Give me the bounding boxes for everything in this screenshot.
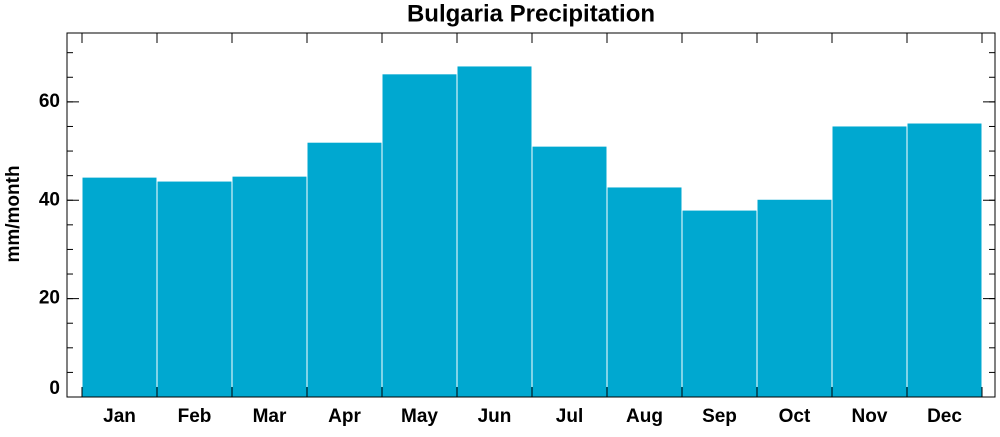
bar xyxy=(756,198,833,398)
x-tick-label: Jan xyxy=(103,406,136,427)
x-tick-label: Dec xyxy=(927,406,962,427)
y-axis-label: mm/month xyxy=(3,165,24,262)
bar xyxy=(906,122,983,398)
x-tick-label: Nov xyxy=(852,406,888,427)
x-tick-label: Aug xyxy=(626,406,663,427)
x-tick-label: Feb xyxy=(178,406,212,427)
x-tick-label: Sep xyxy=(702,406,737,427)
bar xyxy=(606,186,683,398)
bar xyxy=(681,209,758,398)
bar xyxy=(81,176,158,398)
bar xyxy=(456,65,533,398)
bar xyxy=(156,180,233,398)
y-tick-label: 20 xyxy=(39,288,60,309)
y-tick-label: 0 xyxy=(49,378,60,399)
x-tick-label: Oct xyxy=(779,406,811,427)
x-tick-label: Mar xyxy=(253,406,287,427)
chart-title: Bulgaria Precipitation xyxy=(407,0,655,27)
x-tick-label: Jul xyxy=(556,406,583,427)
bar xyxy=(831,125,908,398)
bar xyxy=(531,145,608,398)
y-tick-label: 40 xyxy=(39,189,60,210)
bar xyxy=(306,141,383,398)
y-tick-label: 60 xyxy=(39,91,60,112)
x-tick-label: Apr xyxy=(328,406,361,427)
x-tick-label: May xyxy=(401,406,438,427)
plot-frame xyxy=(66,32,996,398)
bar xyxy=(231,175,308,398)
bar xyxy=(381,73,458,398)
x-tick-label: Jun xyxy=(478,406,512,427)
